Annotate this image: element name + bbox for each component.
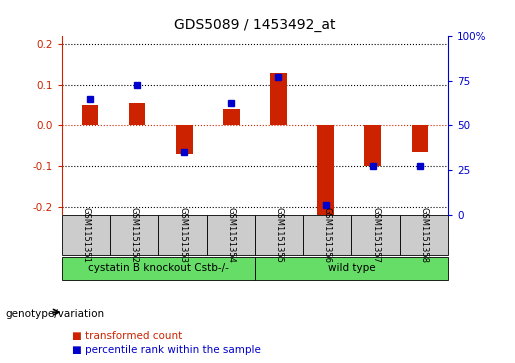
Text: ■ percentile rank within the sample: ■ percentile rank within the sample — [72, 345, 261, 355]
Bar — [351, 215, 400, 255]
Bar — [207, 215, 255, 255]
Bar — [303, 215, 352, 255]
Bar — [176, 126, 193, 154]
Text: cystatin B knockout Cstb-/-: cystatin B knockout Cstb-/- — [88, 263, 229, 273]
Bar — [62, 257, 255, 280]
Bar — [270, 73, 287, 126]
Bar — [62, 215, 110, 255]
Bar — [411, 126, 428, 152]
Text: GSM1151355: GSM1151355 — [274, 207, 284, 263]
Bar — [223, 109, 239, 126]
Text: GSM1151352: GSM1151352 — [130, 207, 139, 263]
Bar — [317, 126, 334, 215]
Bar — [110, 215, 159, 255]
Text: GSM1151357: GSM1151357 — [371, 207, 380, 263]
Text: genotype/variation: genotype/variation — [5, 309, 104, 319]
Title: GDS5089 / 1453492_at: GDS5089 / 1453492_at — [174, 19, 336, 33]
Bar — [159, 215, 207, 255]
Text: GSM1151356: GSM1151356 — [323, 207, 332, 263]
Text: GSM1151358: GSM1151358 — [419, 207, 428, 263]
Bar — [365, 126, 381, 166]
Text: wild type: wild type — [328, 263, 375, 273]
Bar — [255, 257, 448, 280]
Text: GSM1151353: GSM1151353 — [178, 207, 187, 263]
Bar — [82, 105, 98, 126]
Bar — [129, 103, 145, 126]
Bar — [255, 215, 303, 255]
Text: ■ transformed count: ■ transformed count — [72, 331, 182, 341]
Text: GSM1151351: GSM1151351 — [81, 207, 91, 263]
Bar — [400, 215, 448, 255]
Text: GSM1151354: GSM1151354 — [226, 207, 235, 263]
